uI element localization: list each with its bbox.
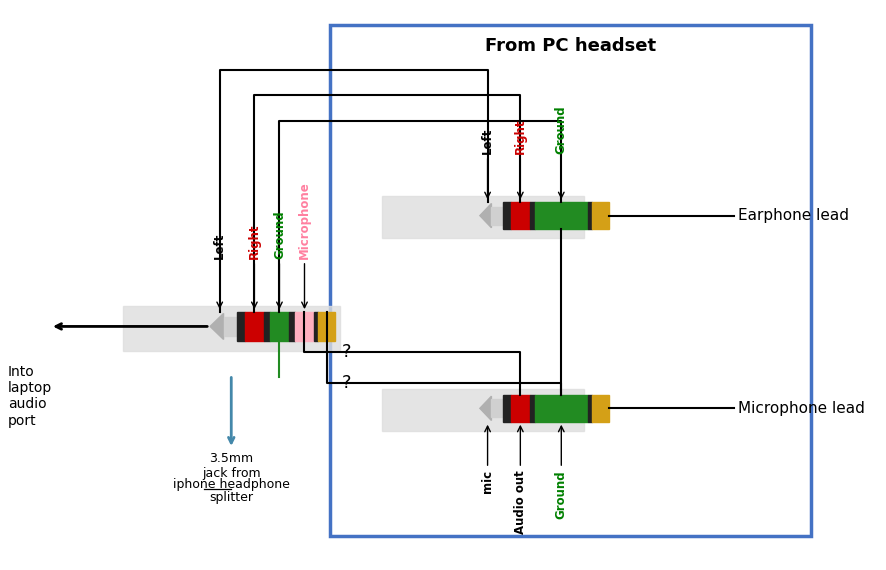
Text: iphone headphone: iphone headphone — [173, 478, 290, 491]
Bar — [330, 25, 812, 536]
Bar — [289, 312, 295, 341]
Bar — [237, 312, 245, 341]
Text: splitter: splitter — [209, 491, 253, 504]
Text: Earphone lead: Earphone lead — [738, 208, 849, 223]
Text: ?: ? — [342, 374, 352, 392]
Text: Into
laptop
audio
port: Into laptop audio port — [8, 365, 52, 428]
Bar — [592, 395, 609, 422]
Bar — [535, 395, 587, 422]
Bar — [123, 306, 340, 351]
Text: From PC headset: From PC headset — [485, 37, 656, 55]
Text: Right: Right — [514, 119, 527, 154]
Bar — [245, 312, 264, 341]
Bar — [530, 395, 535, 422]
Text: Ground: Ground — [555, 105, 568, 154]
Text: 3.5mm
jack from: 3.5mm jack from — [202, 451, 260, 480]
Bar — [587, 395, 592, 422]
Bar — [382, 389, 584, 430]
Bar — [530, 202, 535, 229]
Bar — [535, 202, 587, 229]
Polygon shape — [480, 396, 492, 421]
Bar — [510, 202, 530, 229]
Text: Left: Left — [481, 128, 494, 154]
Bar — [510, 395, 530, 422]
Text: Audio out: Audio out — [514, 470, 527, 534]
Bar — [587, 202, 592, 229]
Polygon shape — [210, 314, 223, 340]
Bar — [295, 312, 315, 341]
Bar — [318, 312, 335, 341]
Text: Microphone: Microphone — [298, 181, 311, 259]
Bar — [492, 400, 503, 417]
Text: mic: mic — [481, 470, 494, 493]
Bar — [315, 312, 318, 341]
Bar — [223, 317, 237, 336]
Text: Left: Left — [214, 233, 226, 259]
Bar — [264, 312, 270, 341]
Text: Ground: Ground — [555, 470, 568, 519]
Bar — [503, 202, 510, 229]
Bar — [270, 312, 289, 341]
Polygon shape — [480, 203, 492, 228]
Bar — [492, 207, 503, 225]
Text: ?: ? — [342, 344, 352, 361]
Bar — [503, 395, 510, 422]
Text: Microphone lead: Microphone lead — [738, 401, 865, 416]
Bar — [382, 196, 584, 238]
Bar — [592, 202, 609, 229]
Text: Ground: Ground — [273, 210, 286, 259]
Text: Right: Right — [248, 223, 260, 259]
